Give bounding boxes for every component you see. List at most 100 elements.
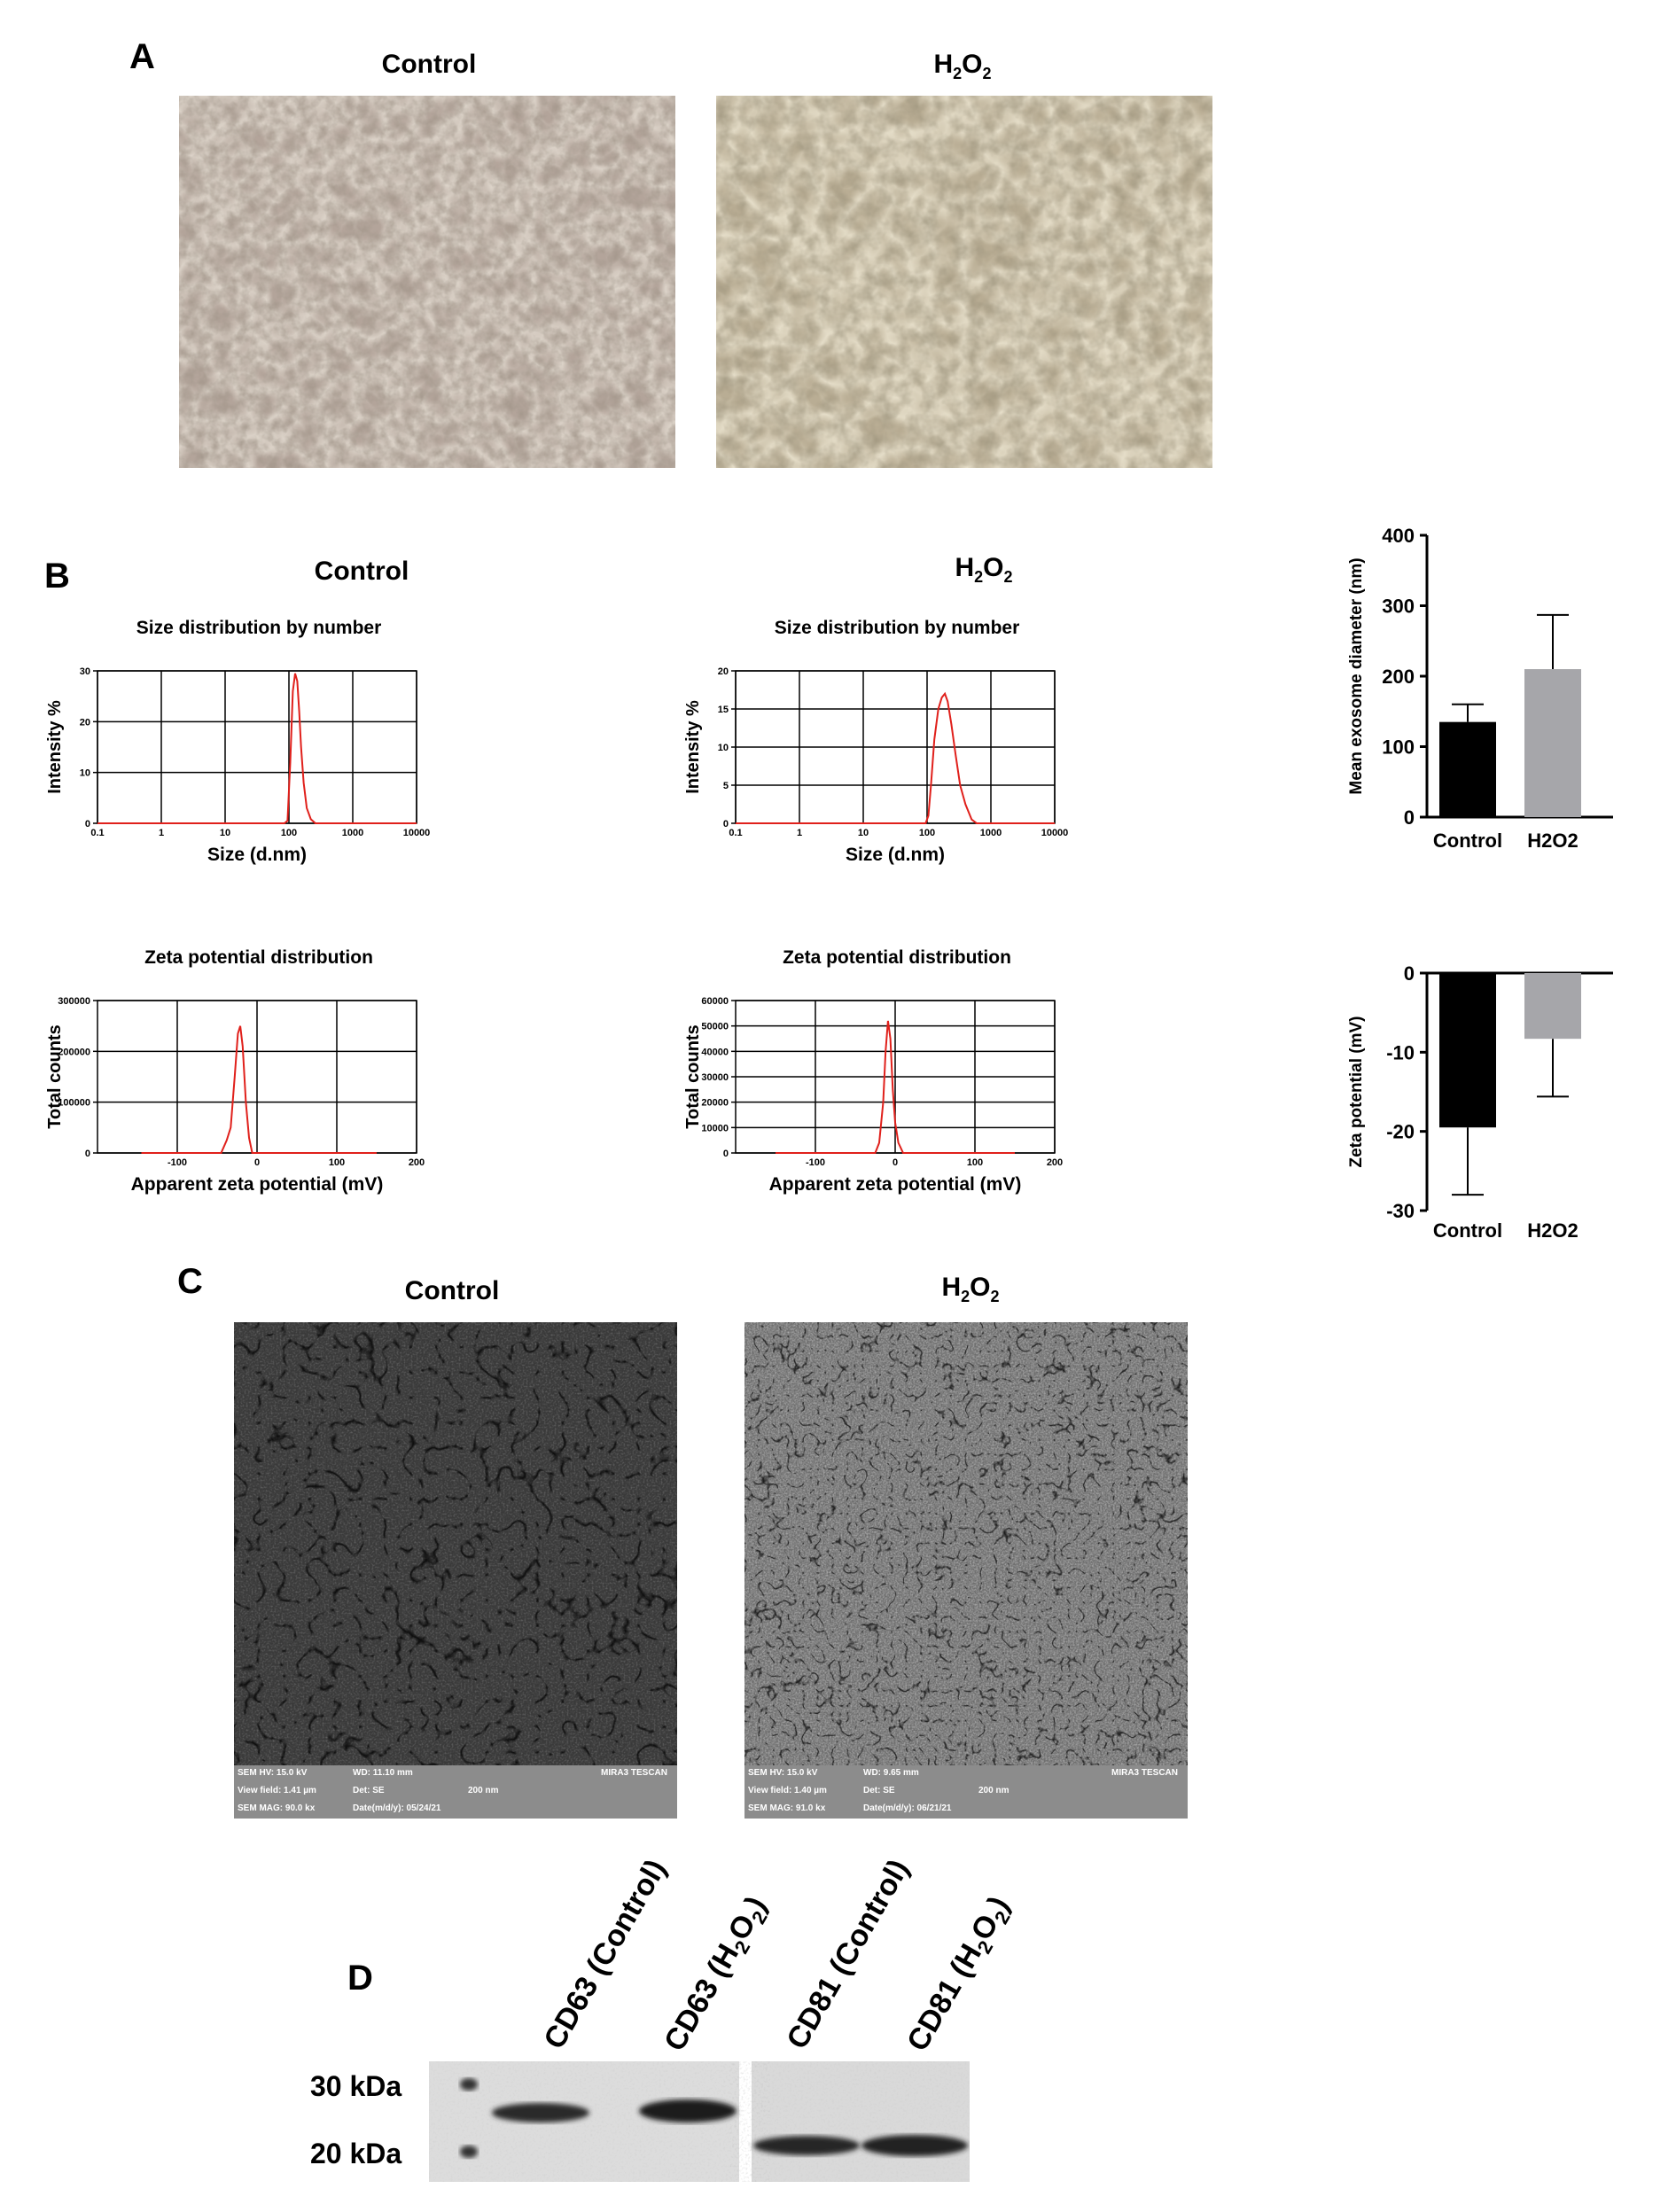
chart-title: Size distribution by number <box>136 618 382 638</box>
distribution-series-line <box>141 1025 377 1154</box>
x-tick-label: 10 <box>220 828 230 838</box>
lane-label-cd63-h2o2: CD63 (H2O2) <box>658 1890 774 2057</box>
zeta-distribution-h2o2-chart: Zeta potential distribution -100 0 100 200 0 1… <box>683 947 1063 1195</box>
x-tick-label: 100 <box>329 1157 345 1168</box>
ladder-band-20 <box>460 2146 478 2158</box>
x-tick-label: 10 <box>858 828 869 838</box>
x-tick-label: 1000 <box>342 828 363 838</box>
lane-label-cd81-h2o2: CD81 (H2O2) <box>900 1890 1017 2057</box>
x-axis-label: Size (d.nm) <box>207 845 307 865</box>
x-tick-label: -100 <box>806 1157 825 1168</box>
x-tick-label: 200 <box>1047 1157 1063 1168</box>
sem-det: Det: SE <box>353 1786 385 1795</box>
plot-frame <box>97 670 417 824</box>
panel-a-letter: A <box>129 37 155 76</box>
sem-mag: SEM MAG: 91.0 kx <box>748 1803 826 1813</box>
distribution-series-line <box>97 673 417 824</box>
x-tick-label: 10000 <box>1041 828 1069 838</box>
x-tick-label: -100 <box>168 1157 187 1168</box>
y-tick-label: 400 <box>1382 525 1415 547</box>
y-tick-label: 30 <box>80 666 90 677</box>
x-tick-label: H2O2 <box>1527 830 1578 852</box>
y-tick-label: 0 <box>723 1149 729 1159</box>
chart-title: Size distribution by number <box>775 618 1020 638</box>
panel-b-title-h2o2: H2O2 <box>955 553 1013 586</box>
x-tick-label: 200 <box>409 1157 425 1168</box>
y-tick-label: 200000 <box>58 1047 90 1057</box>
y-tick-label: 0 <box>723 819 729 830</box>
x-tick-label: 10000 <box>403 828 431 838</box>
sem-date: Date(m/d/y): 05/24/21 <box>353 1803 441 1813</box>
y-tick-label: 15 <box>718 705 729 715</box>
y-tick-label: 20 <box>718 666 729 677</box>
sem-brand: MIRA3 TESCAN <box>601 1768 668 1778</box>
y-tick-label: 10000 <box>701 1123 729 1133</box>
y-tick-label: 200 <box>1382 666 1415 688</box>
distribution-series-line <box>736 691 1055 824</box>
distribution-series-line <box>776 1020 1015 1154</box>
bar-control <box>1439 721 1496 817</box>
y-tick-label: 0 <box>1404 806 1415 829</box>
y-tick-label: 20 <box>80 717 90 728</box>
sem-date: Date(m/d/y): 06/21/21 <box>863 1803 952 1813</box>
western-blot <box>429 2061 970 2182</box>
panel-a-title-control: Control <box>381 50 477 79</box>
bar-h2o2 <box>1524 973 1581 1040</box>
y-tick-label: 100000 <box>58 1098 90 1109</box>
band-cd81-control <box>753 2136 860 2155</box>
x-tick-label: Control <box>1433 1219 1502 1242</box>
x-axis-label: Apparent zeta potential (mV) <box>131 1174 384 1195</box>
sem-info-bar-control: SEM HV: 15.0 kV WD: 11.10 mm MIRA3 TESCA… <box>234 1765 677 1819</box>
sem-info-bar-h2o2: SEM HV: 15.0 kV WD: 9.65 mm MIRA3 TESCAN… <box>744 1765 1188 1819</box>
y-tick-label: 5 <box>723 781 729 791</box>
x-tick-label: 100 <box>281 828 297 838</box>
mean-diameter-bar-chart: 0 100 200 300 400 Control H2O2 Mean exosome dia… <box>1347 525 1613 852</box>
panel-b-title-control: Control <box>314 557 409 586</box>
y-axis-label: Intensity % <box>683 700 703 794</box>
sem-brand: MIRA3 TESCAN <box>1111 1768 1179 1778</box>
y-tick-label: -30 <box>1386 1200 1415 1222</box>
band-cd81-h2o2 <box>861 2135 968 2156</box>
zeta-distribution-control-chart: Zeta potential distribution -100 0 100 200 0 1… <box>45 947 425 1195</box>
sem-mag: SEM MAG: 90.0 kx <box>238 1803 316 1813</box>
y-tick-label: 10 <box>80 768 90 779</box>
sem-view-field: View field: 1.40 µm <box>748 1786 827 1795</box>
panel-a-title-h2o2: H2O2 <box>933 50 992 82</box>
chart-title: Zeta potential distribution <box>783 947 1011 968</box>
y-axis-label: Total counts <box>45 1024 65 1128</box>
x-tick-label: 0 <box>254 1157 260 1168</box>
chart-title: Zeta potential distribution <box>144 947 373 968</box>
sem-scale: 200 nm <box>978 1786 1009 1795</box>
sem-hv: SEM HV: 15.0 kV <box>238 1768 308 1778</box>
y-tick-label: 0 <box>85 1149 90 1159</box>
y-tick-label: 60000 <box>701 996 729 1007</box>
x-axis-label: Size (d.nm) <box>846 845 945 865</box>
size-distribution-control-chart: Size distribution by number 0.1 1 10 100 1000… <box>45 618 431 865</box>
x-tick-label: 1 <box>159 828 164 838</box>
sem-image-h2o2: SEM HV: 15.0 kV WD: 9.65 mm MIRA3 TESCAN… <box>744 1322 1188 1819</box>
x-tick-label: 1000 <box>980 828 1002 838</box>
lane-label-cd63-control: CD63 (Control) <box>537 1853 674 2055</box>
band-cd63-control <box>492 2103 589 2122</box>
y-tick-label: 0 <box>1404 962 1415 985</box>
y-tick-label: 30000 <box>701 1072 729 1083</box>
y-tick-label: 300000 <box>58 996 90 1007</box>
zeta-potential-bar-chart: 0 -10 -20 -30 Control H2O2 Zeta potential (mV) <box>1347 962 1613 1242</box>
panel-c-title-control: Control <box>404 1276 500 1305</box>
x-tick-label: 0.1 <box>90 828 104 838</box>
x-axis-label: Apparent zeta potential (mV) <box>769 1174 1022 1195</box>
x-tick-label: 100 <box>967 1157 983 1168</box>
band-cd63-h2o2 <box>639 2099 737 2122</box>
y-tick-label: 300 <box>1382 596 1415 618</box>
bar-control <box>1439 973 1496 1128</box>
marker-20-kda: 20 kDa <box>310 2138 402 2169</box>
x-tick-label: Control <box>1433 830 1502 852</box>
y-tick-label: 50000 <box>701 1022 729 1032</box>
h2o2-cell-micrograph <box>716 96 1212 468</box>
y-axis-label: Mean exosome diameter (nm) <box>1347 557 1366 794</box>
sem-image-control: SEM HV: 15.0 kV WD: 11.10 mm MIRA3 TESCA… <box>234 1322 677 1819</box>
y-axis-label: Total counts <box>683 1024 703 1128</box>
panel-c-title-h2o2: H2O2 <box>941 1273 1000 1305</box>
plot-frame <box>735 1000 1056 1154</box>
